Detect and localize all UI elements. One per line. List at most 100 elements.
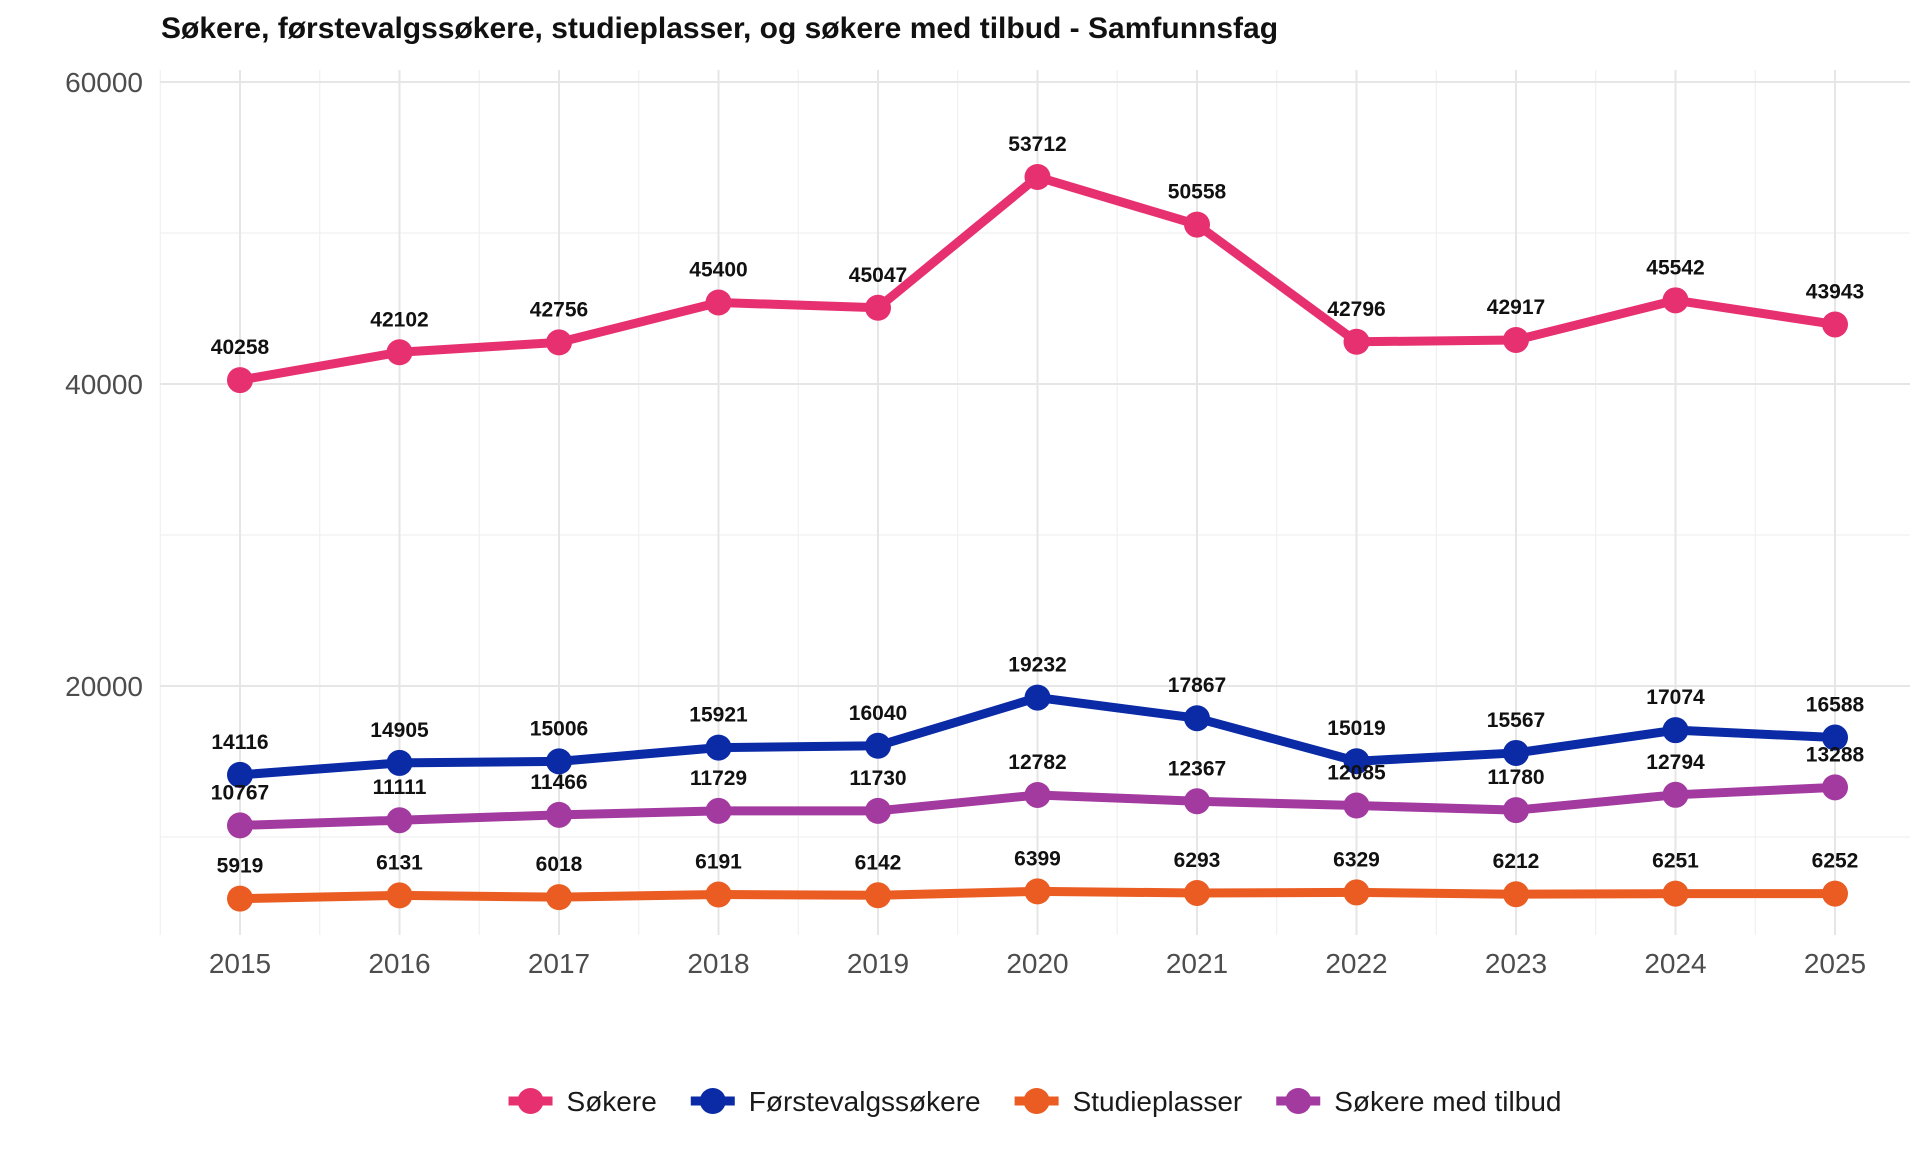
data-label: 6212 xyxy=(1493,850,1540,873)
data-point xyxy=(227,885,253,912)
data-label: 40258 xyxy=(211,336,270,359)
data-point xyxy=(546,329,572,356)
data-point xyxy=(1343,792,1370,819)
data-label: 6131 xyxy=(376,851,423,874)
data-label: 12782 xyxy=(1008,751,1066,774)
data-label: 42796 xyxy=(1327,298,1385,321)
x-tick-label: 2020 xyxy=(1006,948,1068,979)
data-point xyxy=(1024,684,1051,711)
data-point xyxy=(1662,880,1689,907)
y-tick-label: 20000 xyxy=(65,671,143,702)
data-label: 45047 xyxy=(849,264,907,287)
series-group xyxy=(227,684,1848,788)
x-tick-label: 2018 xyxy=(687,948,749,979)
legend-item: Studieplasser xyxy=(1014,1086,1243,1117)
x-tick-label: 2022 xyxy=(1325,948,1387,979)
data-label: 10767 xyxy=(211,781,269,804)
data-label: 16588 xyxy=(1806,694,1865,717)
data-point xyxy=(227,812,253,839)
data-point xyxy=(1184,879,1210,906)
data-point xyxy=(1503,326,1529,353)
data-label: 11780 xyxy=(1487,766,1544,789)
data-label: 13288 xyxy=(1806,743,1865,766)
series-group xyxy=(227,774,1848,839)
data-point xyxy=(386,339,413,366)
data-label: 12085 xyxy=(1327,762,1386,785)
data-point xyxy=(546,748,572,775)
data-point xyxy=(1822,774,1848,801)
data-point xyxy=(1343,328,1370,355)
data-label: 50558 xyxy=(1168,181,1227,204)
data-point xyxy=(1184,211,1210,238)
data-label: 11730 xyxy=(849,767,906,790)
y-tick-label: 60000 xyxy=(65,67,143,98)
data-point xyxy=(386,807,413,834)
data-label: 45542 xyxy=(1646,256,1704,279)
data-point xyxy=(865,732,891,759)
data-labels: 40258 42102 42756 45400 45047 53712 50558 42796… xyxy=(211,133,1865,878)
data-label: 6142 xyxy=(855,851,902,874)
data-point xyxy=(1822,724,1848,751)
data-label: 12794 xyxy=(1646,751,1705,774)
data-label: 19232 xyxy=(1008,654,1066,677)
data-label: 42917 xyxy=(1487,296,1545,319)
x-tick-label: 2025 xyxy=(1804,948,1866,979)
legend-key-point xyxy=(1023,1088,1050,1114)
data-point xyxy=(705,734,732,761)
legend-key-point xyxy=(699,1088,726,1114)
x-tick-label: 2019 xyxy=(847,948,909,979)
x-tick-label: 2017 xyxy=(528,948,590,979)
data-point xyxy=(1662,287,1689,314)
data-label: 11466 xyxy=(530,771,587,794)
data-point xyxy=(1184,788,1210,815)
data-label: 15019 xyxy=(1327,717,1385,740)
data-point xyxy=(1503,739,1529,766)
data-label: 6252 xyxy=(1812,850,1859,873)
data-point xyxy=(705,881,732,908)
x-tick-label: 2015 xyxy=(209,948,271,979)
data-label: 15006 xyxy=(530,717,588,740)
legend-key-point xyxy=(517,1088,544,1114)
x-tick-label: 2024 xyxy=(1644,948,1706,979)
data-label: 6399 xyxy=(1014,847,1061,870)
data-point xyxy=(386,882,413,909)
data-label: 16040 xyxy=(849,702,907,725)
data-label: 43943 xyxy=(1806,280,1864,303)
legend-key-point xyxy=(1285,1088,1312,1114)
data-point xyxy=(546,801,572,828)
x-tick-label: 2023 xyxy=(1485,948,1547,979)
x-tick-label: 2021 xyxy=(1166,948,1228,979)
data-label: 6191 xyxy=(695,851,742,874)
data-point xyxy=(1343,748,1370,775)
data-point xyxy=(1503,797,1529,824)
data-point xyxy=(705,289,732,316)
data-point xyxy=(865,882,891,909)
data-point xyxy=(1343,879,1370,906)
legend-item: Søkere med tilbud xyxy=(1276,1086,1561,1117)
data-label: 15567 xyxy=(1487,709,1545,732)
data-point xyxy=(865,797,891,824)
data-label: 11111 xyxy=(373,776,427,799)
legend-label: Søkere xyxy=(567,1086,657,1117)
legend-label: Studieplasser xyxy=(1073,1086,1243,1117)
data-label: 17074 xyxy=(1646,686,1705,709)
data-point xyxy=(1822,880,1848,907)
data-point xyxy=(1184,705,1210,732)
legend-label: Søkere med tilbud xyxy=(1334,1086,1561,1117)
data-label: 12367 xyxy=(1168,757,1226,780)
data-label: 11729 xyxy=(690,767,747,790)
data-point xyxy=(1024,878,1051,905)
data-label: 17867 xyxy=(1168,674,1226,697)
data-point xyxy=(1024,163,1051,190)
data-point xyxy=(227,367,253,394)
data-label: 45400 xyxy=(689,258,747,281)
data-point xyxy=(546,884,572,911)
data-label: 42756 xyxy=(530,298,588,321)
legend-item: Førstevalgssøkere xyxy=(690,1086,981,1117)
x-tick-label: 2016 xyxy=(368,948,430,979)
data-label: 14116 xyxy=(211,731,268,754)
data-label: 5919 xyxy=(217,855,264,878)
series-group xyxy=(227,163,1848,394)
